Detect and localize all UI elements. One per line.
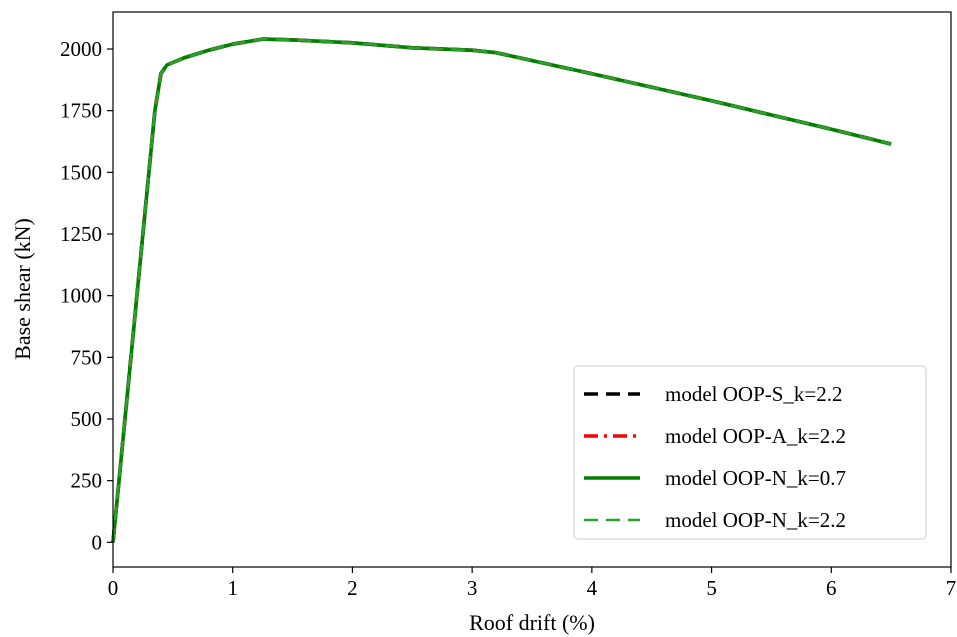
x-tick-label: 0 (108, 576, 119, 600)
x-tick-label: 6 (826, 576, 837, 600)
y-tick-label: 500 (71, 407, 103, 431)
x-axis-title: Roof drift (%) (469, 610, 595, 635)
x-tick-label: 1 (227, 576, 238, 600)
y-tick-label: 1250 (60, 222, 102, 246)
y-tick-label: 750 (71, 345, 103, 369)
ticks-layer: 0 1 2 3 4 5 6 7 0 250 500 750 1000 1250 1500 1750 2000 (60, 37, 956, 600)
x-tick-label: 2 (347, 576, 358, 600)
plot-frame (112, 11, 952, 568)
legend-box (573, 365, 927, 540)
legend-label-4: model OOP-N_k=2.2 (665, 508, 846, 532)
legend-label-3: model OOP-N_k=0.7 (665, 466, 846, 490)
y-tick-label: 1750 (60, 99, 102, 123)
y-axis-title: Base shear (kN) (10, 218, 35, 360)
x-tick-label: 7 (946, 576, 957, 600)
legend-label-2: model OOP-A_k=2.2 (665, 424, 846, 448)
series-line-4 (111, 37, 892, 543)
legend-label-1: model OOP-S_k=2.2 (665, 382, 843, 406)
series-layer (111, 37, 892, 543)
x-tick-label: 3 (467, 576, 478, 600)
y-tick-label: 250 (71, 469, 103, 493)
x-tick-label: 5 (706, 576, 717, 600)
x-tick-label: 4 (587, 576, 598, 600)
y-tick-label: 1000 (60, 284, 102, 308)
y-tick-label: 1500 (60, 160, 102, 184)
y-tick-label: 0 (92, 530, 103, 554)
y-tick-label: 2000 (60, 37, 102, 61)
